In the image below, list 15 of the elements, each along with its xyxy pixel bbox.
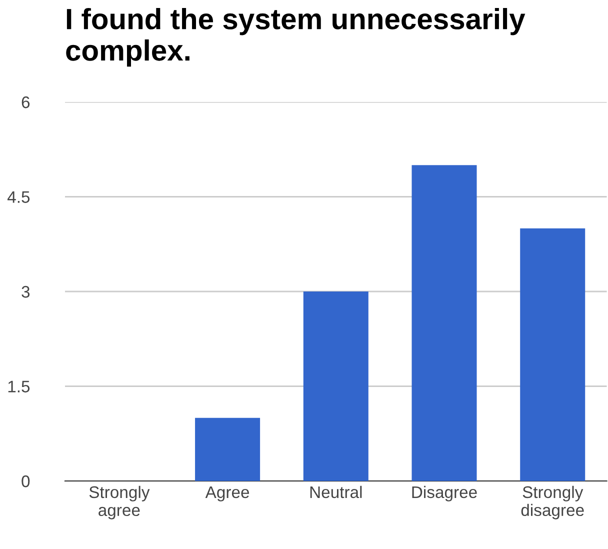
y-tick-label: 4.5 bbox=[7, 191, 30, 203]
y-tick-label: 3 bbox=[22, 286, 30, 298]
y-tick-label: 0 bbox=[22, 475, 30, 488]
bar bbox=[195, 418, 260, 481]
x-tick-label: Strongly agree bbox=[89, 486, 150, 520]
x-tick-label: Strongly disagree bbox=[521, 486, 584, 520]
bar bbox=[520, 228, 586, 481]
x-tick-label: Neutral bbox=[310, 486, 362, 498]
chart-title: I found the system unnecessarily complex. bbox=[66, 8, 526, 67]
x-tick-label: Agree bbox=[205, 486, 250, 502]
x-tick-label: Disagree bbox=[412, 486, 477, 502]
y-tick-label: 1.5 bbox=[8, 380, 30, 392]
bar bbox=[412, 165, 477, 481]
bar bbox=[303, 292, 368, 481]
y-tick-label: 6 bbox=[22, 96, 30, 108]
